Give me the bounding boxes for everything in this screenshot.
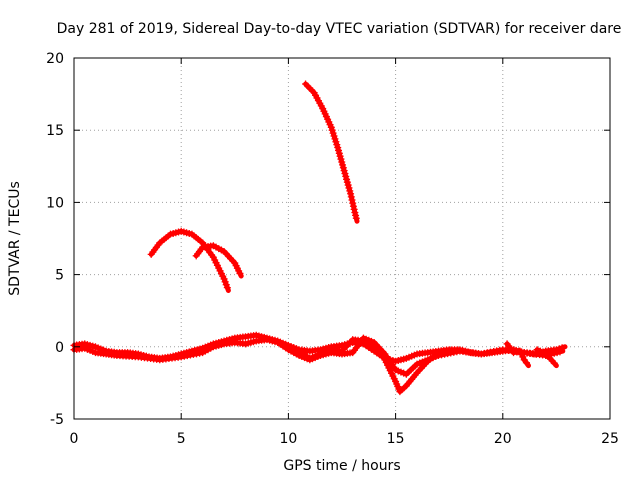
x-tick-label: 20 [494,431,512,447]
data-point [349,199,357,207]
x-tick-label: 5 [177,431,186,447]
axis-ticks [73,57,611,420]
chart-title: Day 281 of 2019, Sidereal Day-to-day VTE… [57,21,622,37]
series-baseline-c [284,336,452,396]
data-point [236,269,244,277]
y-tick-label: 0 [55,340,64,356]
series-arc-2 [192,242,244,279]
y-tick-label: 10 [46,195,64,211]
data-point [352,214,360,222]
data-point [556,348,564,356]
data-point [349,202,357,210]
series-line [148,228,231,293]
data-point [350,205,358,213]
x-axis-label: GPS time / hours [283,458,400,474]
data-point [522,359,530,367]
x-tick-label: 10 [279,431,297,447]
y-tick-label: 15 [46,123,64,139]
tick-labels: 0 5 10 15 20 25 -5 0 5 10 15 20 [46,51,619,447]
series-baseline-e [533,346,559,369]
series-baseline-d [503,340,531,369]
series-arc-1 [147,227,231,293]
data-point [347,190,355,198]
data-series [70,80,568,396]
data-point [513,348,521,356]
data-point [550,359,558,367]
data-point [223,284,231,292]
data-point [533,346,541,354]
data-point [510,349,518,357]
x-tick-label: 25 [601,431,619,447]
x-tick-label: 0 [70,431,79,447]
y-tick-label: -5 [50,412,64,428]
y-tick-label: 20 [46,51,64,67]
y-axis-label: SDTVAR / TECUs [7,181,23,296]
plot-frame [73,57,611,420]
data-point [443,346,451,354]
x-tick-label: 15 [387,431,405,447]
data-point [348,196,356,204]
data-point [536,347,544,355]
y-tick-label: 5 [55,268,64,284]
series-arc-3 [302,80,360,224]
data-point [347,193,355,201]
